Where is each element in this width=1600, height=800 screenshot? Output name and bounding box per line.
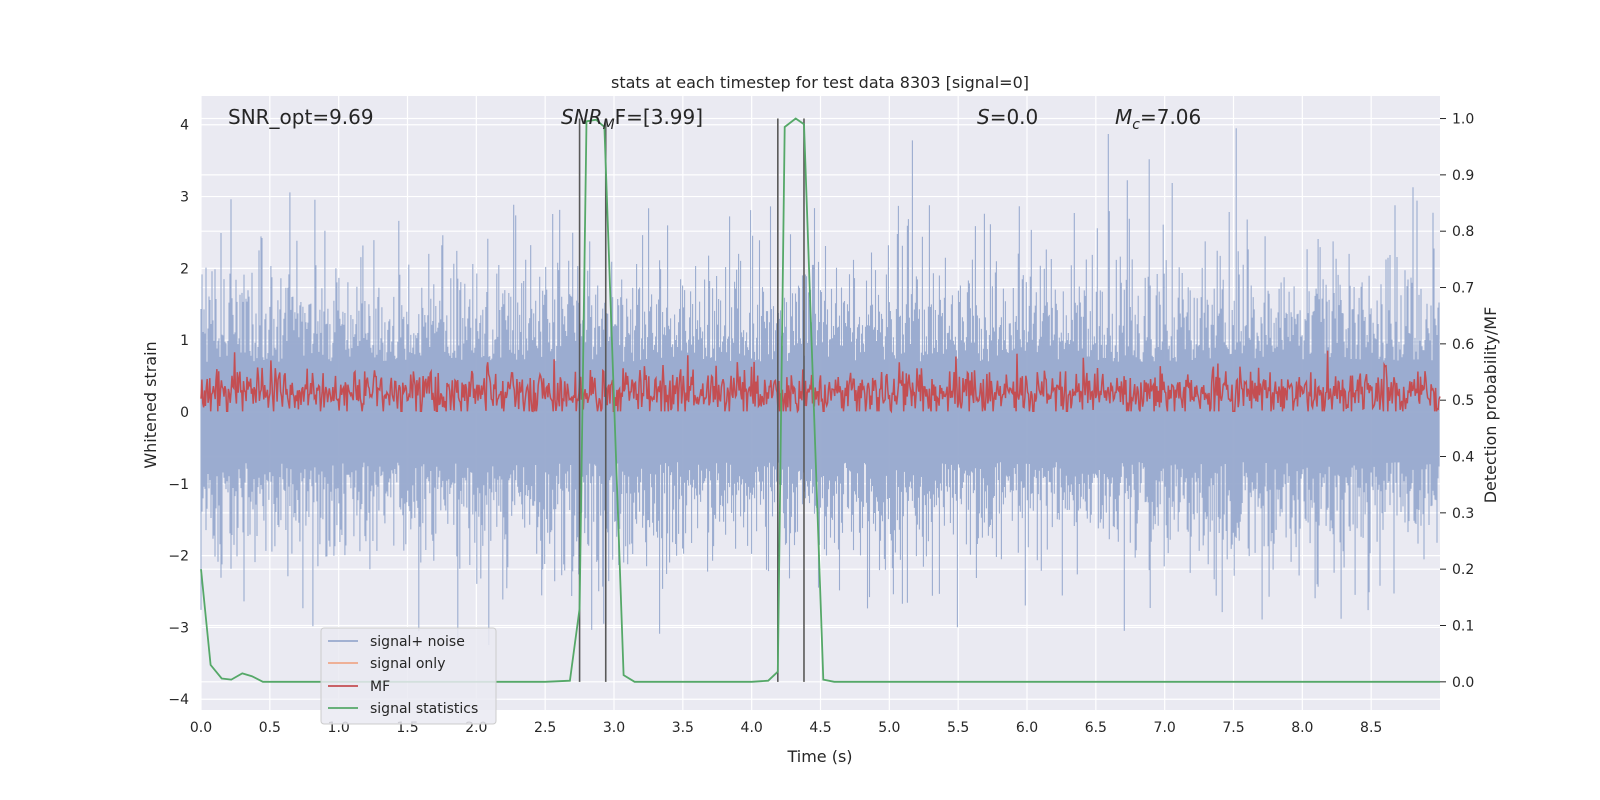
- legend-label-signal-only: signal only: [370, 656, 445, 672]
- right-tick-label: 0.5: [1452, 393, 1474, 409]
- x-tick-label: 7.0: [1154, 720, 1176, 736]
- right-tick-label: 0.2: [1452, 562, 1474, 578]
- x-tick-label: 2.5: [534, 720, 556, 736]
- signal-statistics-series: [200, 117, 1440, 683]
- x-tick-label: 5.5: [947, 720, 969, 736]
- right-tick-label: 0.1: [1452, 619, 1474, 635]
- x-tick-label: 7.5: [1222, 720, 1244, 736]
- legend: signal+ noise signal only MF signal stat…: [320, 627, 497, 725]
- right-tick-label: 0.8: [1452, 224, 1474, 240]
- y-axis-label: Whitened strain: [141, 341, 160, 468]
- annotation-snr-mf-sub: M: [603, 117, 615, 133]
- x-tick-label: 8.5: [1360, 720, 1382, 736]
- right-tick-label: 1.0: [1452, 112, 1474, 128]
- right-tick-label: 0.9: [1452, 168, 1474, 184]
- legend-label-signal-statistics: signal statistics: [370, 701, 478, 717]
- right-tick-label: 0.4: [1452, 450, 1474, 466]
- annotation-snr-mf-rest: F=[3.99]: [615, 105, 703, 129]
- y-tick-label: 2: [180, 261, 189, 277]
- annotation-mc-main: M: [1115, 105, 1132, 129]
- right-tick-label: 0.7: [1452, 281, 1474, 297]
- x-axis-label: Time (s): [786, 747, 852, 766]
- right-axis-label: Detection probability/MF: [1481, 307, 1500, 504]
- annotation-s-main: S: [977, 105, 990, 129]
- y-axis-ticks: −4 −3 −2 −1 0 1 2 3 4: [168, 118, 189, 709]
- x-tick-label: 3.5: [672, 720, 694, 736]
- y-tick-label: 4: [180, 118, 189, 134]
- annotation-s: S=0.0: [977, 105, 1038, 129]
- legend-label-mf: MF: [370, 679, 390, 695]
- x-tick-label: 6.5: [1085, 720, 1107, 736]
- y-tick-label: 3: [180, 190, 189, 206]
- annotation-s-rest: =0.0: [990, 105, 1039, 129]
- right-tick-label: 0.3: [1452, 506, 1474, 522]
- x-tick-label: 3.0: [603, 720, 625, 736]
- legend-box: [320, 627, 497, 725]
- y-tick-label: −2: [168, 549, 189, 565]
- x-tick-label: 0.0: [190, 720, 212, 736]
- right-axis-ticks: 0.0 0.1 0.2 0.3 0.4 0.5 0.6 0.7 0.8 0.9 1.0: [1440, 112, 1474, 691]
- annotation-snr-mf: SNRMF=[3.99]: [561, 105, 703, 133]
- legend-label-signal-noise: signal+ noise: [370, 634, 465, 650]
- annotation-snr-opt: SNR_opt=9.69: [228, 105, 374, 129]
- annotation-snr-mf-main: SNR: [561, 105, 603, 129]
- annotation-mc-rest: =7.06: [1140, 105, 1201, 129]
- chart-title: stats at each timestep for test data 830…: [611, 73, 1029, 92]
- x-axis-ticks: 0.0 0.5 1.0 1.5 2.0 2.5 3.0 3.5 4.0 4.5 5.0 5.5 6.0 6…: [190, 720, 1382, 736]
- y-tick-label: 0: [180, 405, 189, 421]
- right-tick-label: 0.0: [1452, 675, 1474, 691]
- x-tick-label: 6.0: [1016, 720, 1038, 736]
- y-tick-label: −3: [168, 620, 189, 636]
- annotation-mc-sub: c: [1132, 117, 1140, 133]
- y-tick-label: 1: [180, 333, 189, 349]
- right-tick-label: 0.6: [1452, 337, 1474, 353]
- x-tick-label: 5.0: [878, 720, 900, 736]
- x-tick-label: 8.0: [1291, 720, 1313, 736]
- x-tick-label: 0.5: [259, 720, 281, 736]
- x-tick-label: 4.0: [741, 720, 763, 736]
- y-tick-label: −1: [168, 477, 189, 493]
- x-tick-label: 4.5: [809, 720, 831, 736]
- y-tick-label: −4: [168, 692, 189, 708]
- annotation-mc: Mc=7.06: [1115, 105, 1201, 133]
- mf-series: [200, 350, 1441, 414]
